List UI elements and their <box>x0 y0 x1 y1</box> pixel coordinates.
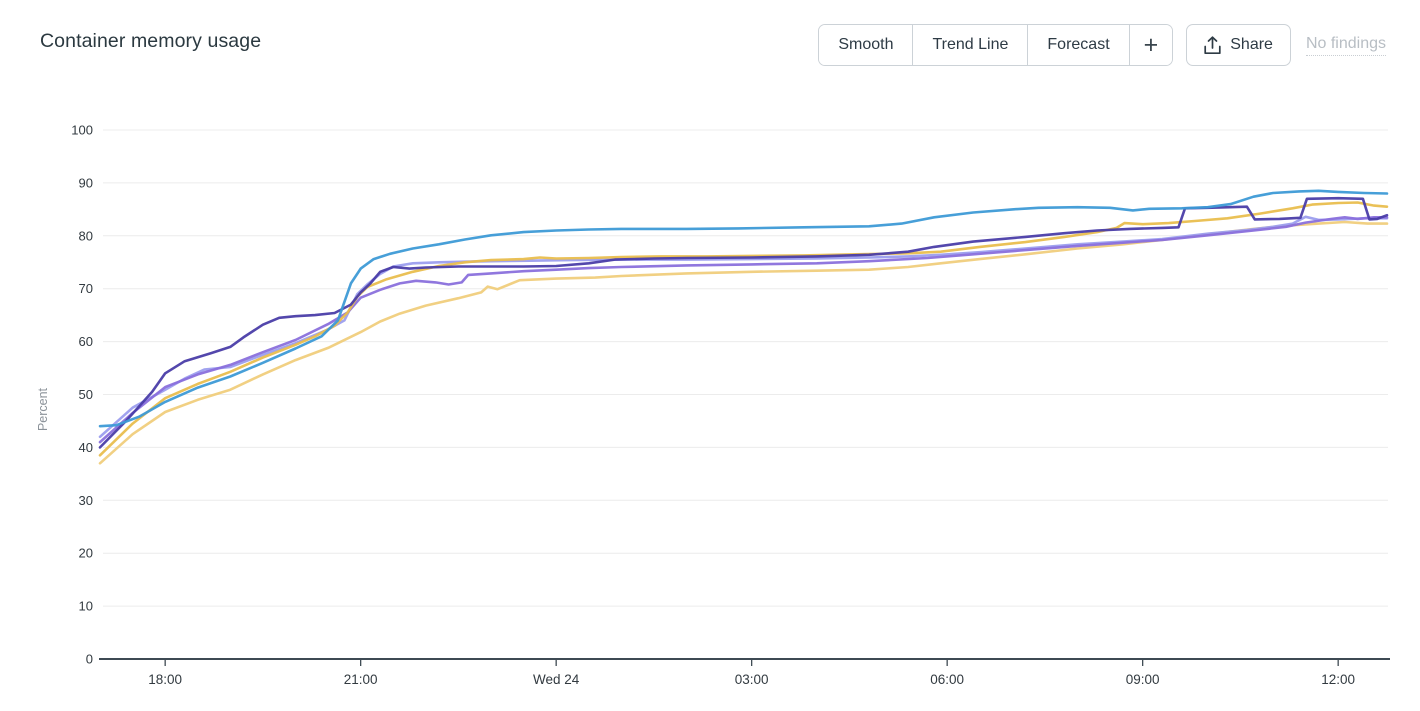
y-tick-label: 60 <box>79 334 93 349</box>
x-tick-label: 03:00 <box>735 672 769 687</box>
y-tick-label: 50 <box>79 387 93 402</box>
add-overlay-button[interactable]: + <box>1129 25 1173 65</box>
chart-line-container-indigo[interactable] <box>98 196 1389 449</box>
x-tick-label: 06:00 <box>930 672 964 687</box>
chart-controls: Smooth Trend Line Forecast + Share No fi… <box>818 24 1386 66</box>
forecast-button[interactable]: Forecast <box>1028 25 1130 65</box>
y-tick-label: 90 <box>79 175 93 190</box>
y-tick-label: 70 <box>79 281 93 296</box>
chart-line-container-gold[interactable] <box>98 201 1389 457</box>
x-tick-label: 21:00 <box>344 672 378 687</box>
x-tick-label: 18:00 <box>148 672 182 687</box>
chart-line-container-purple[interactable] <box>98 216 1389 444</box>
chart-line-container-periwinkle[interactable] <box>98 215 1389 439</box>
y-tick-label: 100 <box>71 123 93 138</box>
x-tick-label: 12:00 <box>1321 672 1355 687</box>
y-tick-label: 80 <box>79 228 93 243</box>
y-tick-label: 0 <box>86 652 93 667</box>
smooth-button[interactable]: Smooth <box>819 25 914 65</box>
plus-icon: + <box>1143 30 1159 59</box>
chart-header: Container memory usage Smooth Trend Line… <box>0 0 1420 66</box>
y-tick-label: 20 <box>79 546 93 561</box>
chart-tools-group: Smooth Trend Line Forecast + <box>818 24 1174 66</box>
y-tick-label: 40 <box>79 440 93 455</box>
share-button-label: Share <box>1230 36 1273 53</box>
findings-status[interactable]: No findings <box>1305 35 1386 56</box>
y-tick-label: 10 <box>79 599 93 614</box>
x-tick-label: Wed 24 <box>533 672 580 687</box>
chart-line-container-blue[interactable] <box>98 189 1389 428</box>
page-title: Container memory usage <box>40 30 262 52</box>
trend-line-button[interactable]: Trend Line <box>913 25 1029 65</box>
y-tick-label: 30 <box>79 493 93 508</box>
share-button[interactable]: Share <box>1186 24 1291 66</box>
y-axis-title: Percent <box>36 387 50 431</box>
share-icon <box>1204 35 1221 55</box>
x-tick-label: 09:00 <box>1126 672 1160 687</box>
